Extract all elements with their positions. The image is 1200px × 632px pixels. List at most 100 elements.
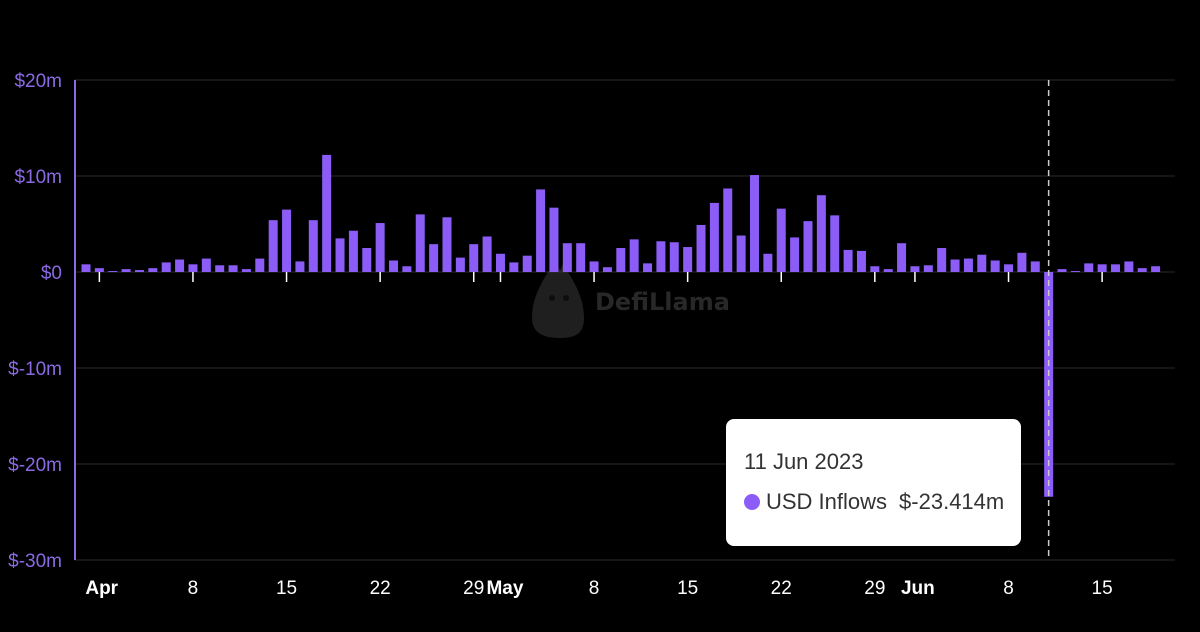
x-tick-label: 29 (463, 578, 484, 599)
bar[interactable] (509, 262, 519, 272)
bar[interactable] (228, 265, 238, 272)
bar[interactable] (616, 248, 626, 272)
bar[interactable] (1151, 266, 1161, 272)
bar[interactable] (790, 237, 800, 272)
bar[interactable] (656, 241, 666, 272)
bar[interactable] (910, 266, 920, 272)
bar[interactable] (843, 249, 853, 272)
bar[interactable] (322, 154, 332, 272)
bar[interactable] (549, 207, 559, 272)
bar[interactable] (776, 208, 786, 272)
bar[interactable] (308, 220, 318, 272)
bar[interactable] (923, 265, 933, 272)
bar[interactable] (576, 243, 586, 272)
bar[interactable] (950, 259, 960, 272)
bar[interactable] (482, 236, 492, 272)
bar[interactable] (1097, 264, 1107, 272)
x-tick-label: 22 (370, 578, 391, 599)
bar[interactable] (134, 270, 144, 272)
bar[interactable] (736, 235, 746, 272)
bar[interactable] (522, 255, 532, 272)
bar[interactable] (883, 269, 893, 272)
bar[interactable] (750, 175, 759, 272)
bar[interactable] (108, 271, 118, 273)
bar[interactable] (348, 230, 358, 272)
bar[interactable] (1084, 263, 1094, 272)
bar[interactable] (175, 259, 185, 272)
tooltip-row: USD Inflows $-23.414m (744, 489, 1021, 515)
bar[interactable] (201, 258, 211, 272)
bar[interactable] (148, 268, 158, 272)
bar[interactable] (215, 265, 225, 272)
x-tick-label: 15 (677, 578, 698, 599)
y-tick-label: $0 (41, 263, 62, 284)
bar[interactable] (188, 264, 198, 272)
x-tick-label: May (486, 578, 523, 599)
bar[interactable] (161, 262, 171, 272)
bar[interactable] (1057, 269, 1067, 272)
bar[interactable] (241, 269, 251, 272)
x-tick-label: Apr (85, 578, 118, 599)
bar[interactable] (870, 266, 880, 272)
bar[interactable] (683, 247, 693, 272)
bar[interactable] (268, 220, 278, 272)
x-axis-ticks: Apr 8 15 22 29 May 8 15 22 29 Jun 8 15 (85, 272, 1113, 599)
llama-logo-icon (532, 262, 584, 338)
bar[interactable] (803, 221, 813, 272)
bar[interactable] (562, 243, 572, 272)
bar[interactable] (1124, 261, 1134, 272)
bar[interactable] (455, 257, 465, 272)
bar[interactable] (442, 217, 452, 272)
bar[interactable] (990, 260, 1000, 272)
bar[interactable] (589, 261, 599, 272)
bar[interactable] (643, 263, 653, 272)
y-tick-label: $10m (14, 167, 62, 188)
bar[interactable] (897, 243, 907, 272)
bar[interactable] (1017, 252, 1027, 272)
bar[interactable] (94, 268, 104, 272)
bar[interactable] (1110, 264, 1120, 272)
bar[interactable] (856, 250, 866, 272)
bar[interactable] (402, 266, 412, 272)
bar[interactable] (709, 202, 719, 272)
bar[interactable] (1137, 268, 1147, 272)
bar[interactable] (1004, 264, 1014, 272)
tooltip-date: 11 Jun 2023 (744, 449, 864, 474)
bar[interactable] (335, 238, 345, 272)
bar[interactable] (937, 248, 947, 272)
bar[interactable] (1030, 261, 1040, 272)
bar[interactable] (469, 244, 479, 272)
bar[interactable] (121, 269, 131, 272)
watermark: DefiLlama (532, 262, 730, 338)
bar[interactable] (362, 248, 372, 272)
bar[interactable] (963, 258, 973, 272)
bar[interactable] (495, 253, 505, 272)
x-tick-label: 8 (589, 578, 600, 599)
bar[interactable] (282, 209, 292, 272)
bar[interactable] (255, 258, 265, 272)
bar[interactable] (602, 267, 612, 272)
bar[interactable] (816, 195, 826, 272)
bar[interactable] (977, 254, 987, 272)
bar[interactable] (415, 214, 425, 272)
bar[interactable] (669, 242, 679, 272)
x-tick-label: 29 (864, 578, 885, 599)
x-tick-label: 22 (771, 578, 792, 599)
bar[interactable] (81, 264, 91, 272)
bar[interactable] (723, 188, 733, 272)
bar[interactable] (696, 224, 706, 272)
bar[interactable] (429, 244, 439, 272)
bar[interactable] (1070, 271, 1080, 273)
bar[interactable] (830, 215, 840, 272)
y-tick-label: $20m (14, 71, 62, 92)
bar[interactable] (375, 223, 385, 272)
bar[interactable] (295, 261, 305, 272)
y-tick-label: $-30m (8, 551, 62, 572)
x-tick-label: Jun (901, 578, 935, 599)
bar[interactable] (763, 253, 773, 272)
bar[interactable] (389, 260, 399, 272)
tooltip-value: $-23.414m (899, 489, 1005, 514)
bar[interactable] (536, 189, 546, 272)
bar[interactable] (629, 239, 639, 272)
